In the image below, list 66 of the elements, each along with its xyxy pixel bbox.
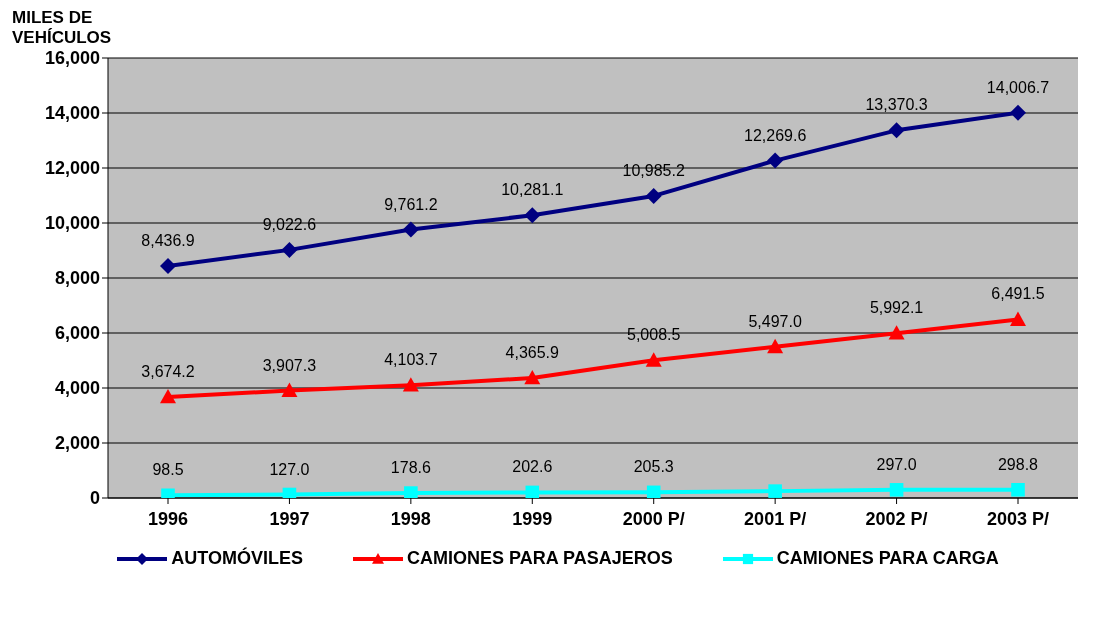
y-tick-label: 8,000 [54, 268, 100, 289]
data-label: 13,370.3 [865, 96, 928, 114]
point [888, 122, 905, 139]
data-label: 3,674.2 [141, 362, 195, 380]
data-label: 298.8 [997, 455, 1039, 473]
data-label: 98.5 [152, 461, 184, 479]
y-tick-label: 12,000 [44, 158, 100, 179]
y-tick-label: 16,000 [44, 48, 100, 69]
data-label: 4,365.9 [505, 343, 560, 361]
point [767, 338, 784, 354]
point [281, 382, 298, 397]
point [160, 257, 176, 274]
point [160, 388, 176, 404]
data-label: 12,269.6 [744, 126, 807, 144]
x-tick-label: 2002 P/ [865, 508, 928, 529]
data-label: 178.6 [390, 459, 431, 477]
point [645, 352, 662, 367]
data-label: 5,497.0 [748, 312, 802, 330]
y-tick-label: 4,000 [54, 378, 100, 399]
data-label: 202.6 [512, 458, 553, 476]
x-tick-label: 1997 [269, 508, 310, 529]
point [525, 485, 540, 498]
x-tick-label: 2000 P/ [622, 508, 685, 529]
point [1010, 104, 1026, 121]
point [768, 484, 782, 498]
data-label: 5,008.5 [627, 326, 681, 344]
point [767, 152, 784, 169]
y-tick-label: 14,000 [44, 103, 100, 124]
data-label: 10,281.1 [501, 181, 564, 199]
x-tick-label: 1998 [390, 508, 431, 529]
y-tick-label: 0 [89, 488, 100, 509]
y-tick-label: 10,000 [44, 213, 100, 234]
y-tick-label: 2,000 [54, 433, 100, 454]
data-label: 9,022.6 [262, 215, 317, 233]
x-tick-label: 2003 P/ [986, 508, 1050, 529]
point [402, 221, 419, 238]
x-tick-label: 2001 P/ [744, 508, 807, 529]
y-tick-label: 6,000 [54, 323, 100, 344]
data-label: 297.0 [876, 455, 917, 473]
point [645, 187, 662, 204]
point [524, 369, 541, 385]
legend-label: CAMIONES PARA PASAJEROS [406, 548, 673, 569]
data-label: 8,436.9 [141, 231, 195, 249]
data-label: 5,992.1 [869, 299, 924, 317]
point [402, 377, 419, 392]
legend-label: AUTOMÓVILES [171, 548, 303, 569]
data-label: 205.3 [633, 458, 674, 476]
point [281, 241, 298, 258]
data-label: 127.0 [269, 460, 310, 478]
x-tick-label: 1999 [512, 508, 553, 529]
point [888, 325, 905, 340]
point [404, 486, 418, 498]
data-label: 6,491.5 [991, 285, 1045, 303]
legend-label: CAMIONES PARA CARGA [776, 548, 999, 569]
data-label: 4,103.7 [384, 351, 438, 369]
point [1010, 311, 1026, 326]
point [889, 483, 904, 497]
point [524, 207, 541, 224]
x-tick-label: 1996 [147, 508, 189, 529]
data-label: 9,761.2 [384, 195, 438, 213]
data-label: 3,907.3 [262, 356, 317, 374]
point [646, 485, 661, 498]
point [1011, 482, 1025, 497]
data-label: 14,006.7 [986, 78, 1050, 96]
data-label: 10,985.2 [622, 161, 685, 179]
y-axis-title: MILES DE VEHÍCULOS [12, 8, 113, 48]
